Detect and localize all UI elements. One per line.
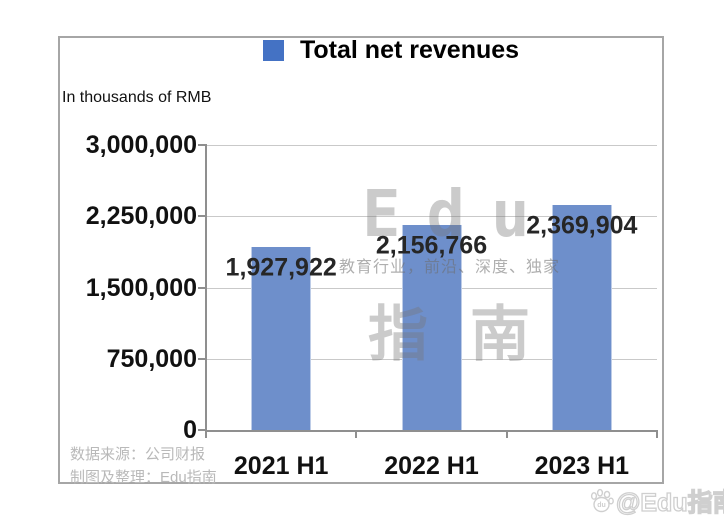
watermark-zhinan: 指南 [368,301,572,368]
bar [551,204,612,430]
x-axis-line [205,430,658,432]
x-axis-label: 2022 H1 [384,452,479,480]
x-axis-tick [656,432,658,438]
corner-watermark: du @Edu指南 [589,483,724,519]
y-axis-label: 2,250,000 [85,202,197,231]
axis-unit-note: In thousands of RMB [62,89,212,106]
x-axis-label: 2021 H1 [233,452,329,480]
y-axis-line [205,144,207,432]
baidu-paw-icon: du [590,488,614,513]
y-axis-tick [198,357,206,360]
x-axis-tick [355,432,358,438]
source-line-1: 数据来源：公司财报 [70,446,206,463]
x-axis-label: 2023 H1 [534,452,630,480]
y-axis-tick [198,215,206,218]
y-axis-tick [198,286,206,289]
watermark-edu: Edu [362,178,556,252]
source-line-2: 制图及整理：Edu指南 [70,469,217,486]
y-axis-tick [198,144,206,146]
legend: Total net revenues [263,36,520,64]
y-axis-label: 0 [183,416,197,444]
watermark-tagline: 教育行业，前沿、深度、独家 [339,259,561,276]
x-axis-tick [505,432,508,438]
svg-text:du: du [597,502,606,509]
legend-label: Total net revenues [300,36,520,64]
bar-value-label: 2,369,904 [526,211,638,240]
gridline [206,145,657,146]
bar [401,225,462,430]
corner-watermark-text: @Edu指南 [615,488,724,517]
legend-swatch [263,40,284,61]
bar-value-label: 1,927,922 [225,253,337,282]
gridline [206,216,657,218]
y-axis-label: 3,000,000 [85,131,197,159]
bar [251,246,312,430]
y-axis-tick [198,429,206,431]
y-axis-label: 1,500,000 [85,273,197,302]
y-axis-label: 750,000 [106,344,197,373]
x-axis-tick [205,432,207,438]
bar-value-label: 2,156,766 [375,231,488,260]
